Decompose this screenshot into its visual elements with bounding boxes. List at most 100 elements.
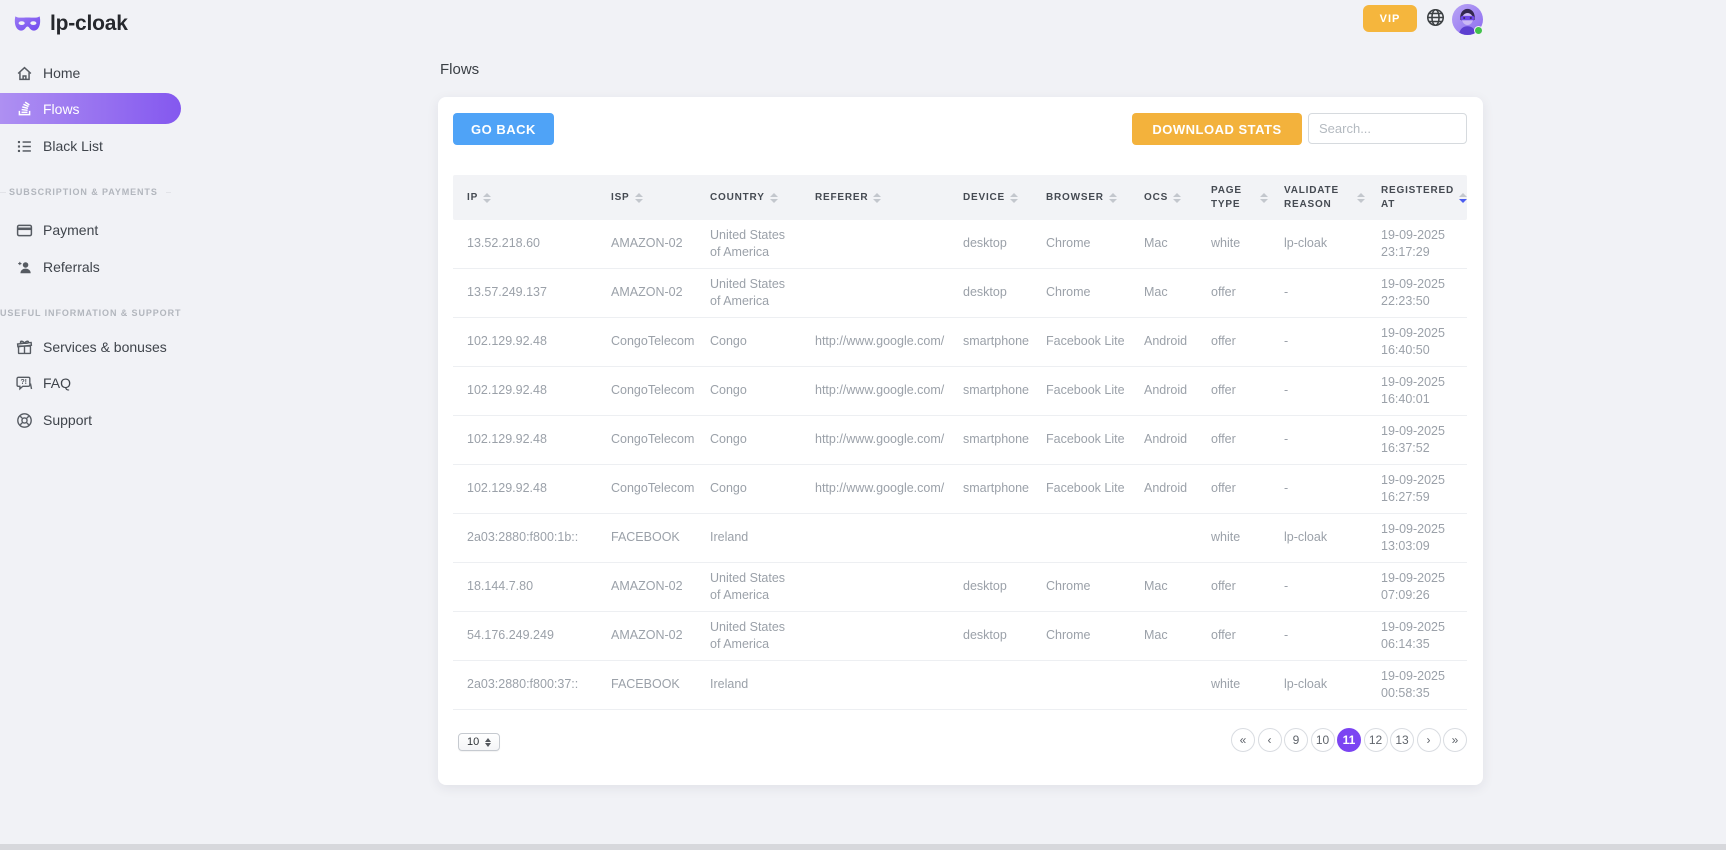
page-button[interactable]: « <box>1231 728 1255 752</box>
sidebar-item-support[interactable]: Support <box>0 405 181 435</box>
sidebar-section-label: USEFUL INFORMATION & SUPPORT <box>0 308 182 318</box>
table-cell: smartphone <box>963 432 1030 447</box>
column-header[interactable]: PAGE TYPE <box>1197 184 1270 211</box>
page-button[interactable]: 13 <box>1390 728 1414 752</box>
table-cell: Ireland <box>710 677 749 692</box>
go-back-button[interactable]: GO BACK <box>453 113 554 145</box>
table-cell: lp-cloak <box>1284 530 1328 545</box>
table-cell: offer <box>1211 432 1236 447</box>
table-body: 13.52.218.60 AMAZON-02 United States of Am… <box>453 220 1467 710</box>
sidebar-item-label: Home <box>43 65 81 81</box>
search-input[interactable] <box>1308 113 1467 144</box>
download-stats-button[interactable]: DOWNLOAD STATS <box>1132 113 1302 145</box>
page-button[interactable]: » <box>1443 728 1467 752</box>
column-header[interactable]: OCS <box>1130 191 1197 205</box>
table-cell: Facebook Lite <box>1046 334 1125 349</box>
table-cell: 19-09-2025 16:37:52 <box>1381 423 1445 456</box>
brand-logo[interactable]: lp-cloak <box>14 12 128 36</box>
sort-icon[interactable] <box>483 192 492 203</box>
table-cell: Facebook Lite <box>1046 383 1125 398</box>
sort-icon[interactable] <box>1173 192 1182 203</box>
blacklist-icon <box>16 138 33 155</box>
sidebar-item-label: Services & bonuses <box>43 339 167 355</box>
column-header[interactable]: DEVICE <box>949 191 1032 205</box>
table-cell: Chrome <box>1046 579 1091 594</box>
home-icon <box>16 65 33 82</box>
sort-icon[interactable] <box>769 192 778 203</box>
vip-button[interactable]: VIP <box>1363 5 1417 32</box>
table-row: 102.129.92.48 CongoTelecom Congo http://www… <box>453 367 1467 416</box>
avatar[interactable] <box>1452 4 1483 35</box>
svg-text:?!: ?! <box>20 379 27 386</box>
page-size-select[interactable]: 10 <box>458 733 500 751</box>
column-header[interactable]: BROWSER <box>1032 191 1130 205</box>
table-cell: 54.176.249.249 <box>467 628 554 643</box>
column-header[interactable]: REFERER <box>801 191 949 205</box>
sidebar-item-black-list[interactable]: Black List <box>0 131 181 161</box>
sort-icon[interactable] <box>634 192 643 203</box>
table-cell: 2a03:2880:f800:37:: <box>467 677 579 692</box>
table-cell: Android <box>1144 432 1188 447</box>
table-row: 13.52.218.60 AMAZON-02 United States of Am… <box>453 220 1467 269</box>
page-button[interactable]: › <box>1416 728 1441 752</box>
table-cell: desktop <box>963 236 1007 251</box>
page-button[interactable]: 11 <box>1337 728 1361 752</box>
mask-logo-icon <box>14 15 41 33</box>
page-button[interactable]: ‹ <box>1257 728 1282 752</box>
page-button[interactable]: 9 <box>1284 728 1308 752</box>
table-cell: 2a03:2880:f800:1b:: <box>467 530 579 545</box>
page-size-value: 10 <box>467 736 480 748</box>
payment-icon <box>16 222 33 239</box>
sidebar-item-label: Flows <box>43 100 80 117</box>
table-row: 2a03:2880:f800:37:: FACEBOOK Ireland white l… <box>453 661 1467 710</box>
column-header[interactable]: ISP <box>597 191 696 205</box>
sort-icon[interactable] <box>1010 192 1019 203</box>
table-cell: United States of America <box>710 227 786 260</box>
table-cell: Chrome <box>1046 285 1091 300</box>
table-row: 102.129.92.48 CongoTelecom Congo http://www… <box>453 416 1467 465</box>
sidebar-item-payment[interactable]: Payment <box>0 215 181 245</box>
table-cell: 102.129.92.48 <box>467 481 547 496</box>
table-cell: Congo <box>710 334 747 349</box>
table-cell: 19-09-2025 07:09:26 <box>1381 570 1445 603</box>
sort-icon[interactable] <box>1260 192 1268 203</box>
language-globe-icon[interactable] <box>1426 8 1445 27</box>
page-button[interactable]: 10 <box>1310 728 1335 752</box>
page-button[interactable]: 12 <box>1363 728 1388 752</box>
table-row: 13.57.249.137 AMAZON-02 United States of A… <box>453 269 1467 318</box>
sidebar-item-referrals[interactable]: Referrals <box>0 252 181 282</box>
column-header[interactable]: VALIDATE REASON <box>1270 184 1367 211</box>
table-cell: Mac <box>1144 628 1168 643</box>
sidebar-item-label: Support <box>43 412 93 428</box>
table-cell: http://www.google.com/ <box>815 383 945 398</box>
table-cell: 18.144.7.80 <box>467 579 534 594</box>
column-header[interactable]: REGISTERED AT <box>1367 184 1468 211</box>
table-cell: FACEBOOK <box>611 677 680 692</box>
sidebar-item-services-bonuses[interactable]: Services & bonuses <box>0 332 181 362</box>
brand-name: lp-cloak <box>50 12 128 35</box>
sort-icon[interactable] <box>1459 192 1468 203</box>
table-cell: Chrome <box>1046 628 1091 643</box>
sidebar-item-home[interactable]: Home <box>0 58 181 88</box>
column-header[interactable]: COUNTRY <box>696 191 801 205</box>
flows-table: IP ISP COUNTRY <box>453 175 1468 710</box>
table-cell: http://www.google.com/ <box>815 334 945 349</box>
table-cell: Mac <box>1144 285 1168 300</box>
column-header[interactable]: IP <box>453 191 597 205</box>
table-cell: 102.129.92.48 <box>467 334 547 349</box>
sidebar-item-faq[interactable]: ?! FAQ <box>0 368 181 398</box>
table-cell: AMAZON-02 <box>611 236 683 251</box>
sidebar-item-label: Black List <box>43 138 103 154</box>
table-cell: 19-09-2025 16:40:01 <box>1381 374 1445 407</box>
table-cell: desktop <box>963 628 1007 643</box>
sort-icon[interactable] <box>873 192 882 203</box>
sidebar-item-flows[interactable]: Flows <box>0 93 181 124</box>
sort-icon[interactable] <box>1357 192 1365 203</box>
table-cell: CongoTelecom <box>611 481 695 496</box>
bottom-edge <box>0 844 1726 850</box>
online-status-dot <box>1474 26 1483 35</box>
sort-icon[interactable] <box>1108 192 1117 203</box>
table-cell: - <box>1284 334 1289 349</box>
faq-icon: ?! <box>16 375 33 392</box>
